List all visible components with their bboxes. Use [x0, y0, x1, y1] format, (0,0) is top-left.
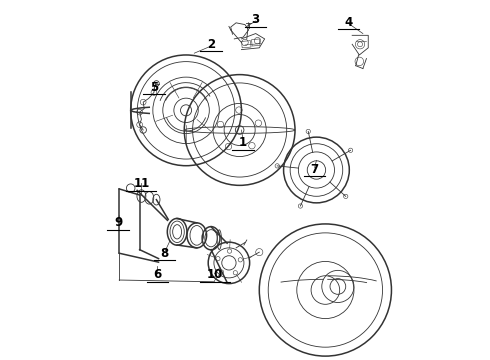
Text: 9: 9: [114, 216, 122, 229]
Text: 8: 8: [161, 247, 169, 260]
Text: 2: 2: [207, 38, 215, 51]
Bar: [242, 41, 251, 48]
Text: 1: 1: [239, 136, 247, 149]
Text: 6: 6: [153, 268, 162, 281]
Bar: [251, 39, 260, 46]
Text: 7: 7: [311, 163, 319, 176]
Text: 3: 3: [252, 13, 260, 27]
Text: 5: 5: [150, 81, 158, 94]
Text: 10: 10: [206, 268, 223, 281]
Text: 11: 11: [133, 177, 149, 190]
Text: 4: 4: [344, 15, 353, 28]
